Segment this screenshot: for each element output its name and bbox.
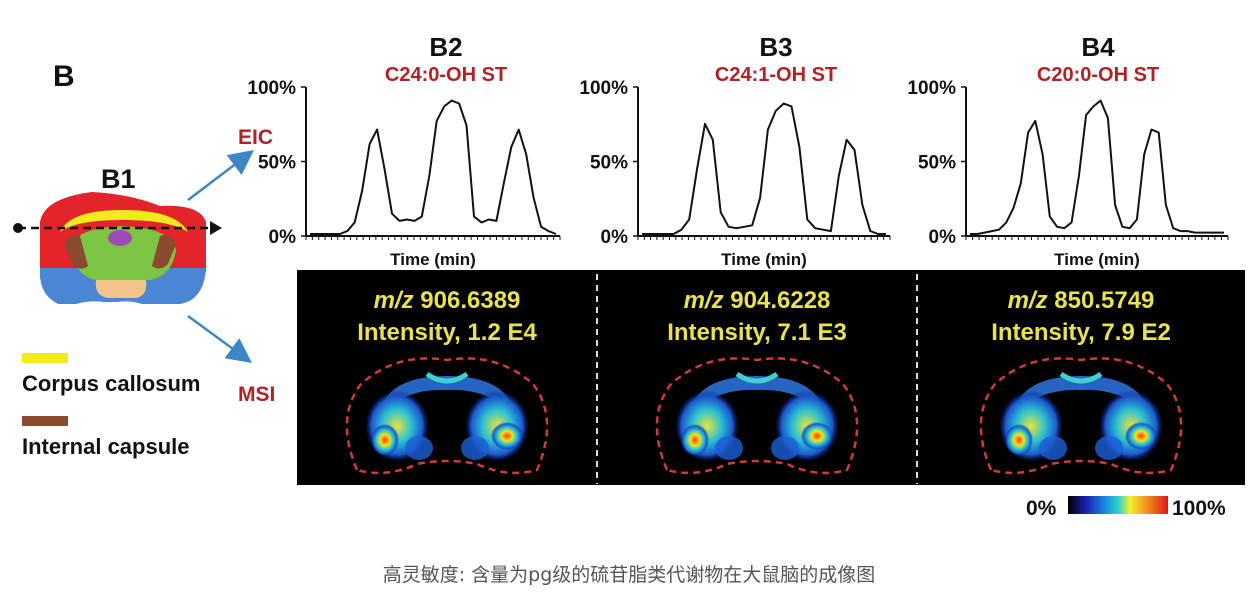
legend-swatch-corpus-callosum: [22, 353, 68, 363]
compound-name: C24:0-OH ST: [385, 64, 507, 86]
colorbar: [1068, 496, 1168, 514]
figure-caption: 高灵敏度: 含量为pg级的硫苷脂类代谢物在大鼠脑的成像图: [0, 560, 1258, 587]
compound-name: C24:1-OH ST: [715, 64, 837, 86]
y-tick-label: 0%: [929, 227, 957, 248]
right-capsule-signal: [1095, 436, 1123, 460]
y-tick-label: 100%: [247, 78, 296, 99]
eic-arrow: [187, 149, 254, 201]
colorbar-max-label: 100%: [1172, 497, 1226, 520]
mz-value: 850.5749: [1054, 287, 1154, 314]
x-axis-label: Time (min): [390, 250, 476, 269]
legend-swatch-internal-capsule: [22, 416, 68, 426]
mz-label: m/z 904.6228: [684, 287, 831, 314]
x-axis-label: Time (min): [1054, 250, 1140, 269]
y-tick-label: 0%: [601, 227, 629, 248]
brain-schematic: [13, 192, 222, 304]
right-capsule-signal: [461, 436, 489, 460]
panel-label: B2: [429, 32, 462, 62]
mz-value: 904.6228: [730, 287, 830, 314]
mz-prefix: m/z: [1008, 287, 1055, 314]
right-hotspot: [1125, 422, 1157, 450]
caption-text: 高灵敏度: 含量为pg级的硫苷脂类代谢物在大鼠脑的成像图: [382, 564, 876, 586]
corpus-callosum-signal: [379, 376, 515, 414]
y-tick-label: 100%: [907, 78, 956, 99]
mz-value: 906.6389: [420, 287, 520, 314]
brain-outline: [655, 357, 859, 475]
left-hotspot: [1005, 424, 1033, 456]
mz-label: m/z 850.5749: [1008, 287, 1155, 314]
b1-label: B1: [101, 164, 136, 194]
right-hotspot: [801, 422, 833, 450]
left-capsule-signal: [715, 436, 743, 460]
panel-label: B3: [759, 32, 792, 62]
mz-prefix: m/z: [684, 287, 731, 314]
right-capsule-signal: [771, 436, 799, 460]
y-tick-label: 100%: [579, 78, 628, 99]
panel-letter: B: [53, 60, 75, 93]
corpus-callosum-signal: [1013, 376, 1149, 414]
intensity-label: Intensity, 7.9 E2: [991, 319, 1171, 346]
midline-signal: [735, 371, 779, 384]
mz-label: m/z 906.6389: [374, 287, 521, 314]
corpus-callosum-signal: [689, 376, 825, 414]
right-hotspot: [491, 422, 523, 450]
intensity-label: Intensity, 1.2 E4: [357, 319, 537, 346]
chromatogram-line: [642, 102, 886, 235]
brain-outline: [345, 357, 549, 475]
left-capsule-signal: [1039, 436, 1067, 460]
colorbar-min-label: 0%: [1026, 497, 1057, 520]
eic-label: EIC: [238, 126, 273, 149]
y-tick-label: 50%: [918, 153, 956, 174]
compound-name: C20:0-OH ST: [1037, 64, 1159, 86]
chromatogram-line: [310, 99, 557, 235]
msi-label: MSI: [238, 383, 275, 406]
legend-label-corpus-callosum: Corpus callosum: [22, 371, 200, 396]
left-capsule-signal: [405, 436, 433, 460]
midline-signal: [425, 371, 469, 384]
mz-prefix: m/z: [374, 287, 421, 314]
left-hotspot: [681, 424, 709, 456]
intensity-label: Intensity, 7.1 E3: [667, 319, 847, 346]
y-tick-label: 50%: [590, 153, 628, 174]
y-tick-label: 50%: [258, 153, 296, 174]
msi-arrow: [187, 314, 253, 363]
legend-label-internal-capsule: Internal capsule: [22, 434, 190, 459]
brain-outline: [979, 357, 1183, 475]
chromatogram-line: [970, 99, 1224, 235]
x-axis-label: Time (min): [721, 250, 807, 269]
left-hotspot: [371, 424, 399, 456]
panel-label: B4: [1081, 32, 1115, 62]
midline-signal: [1059, 371, 1103, 384]
y-tick-label: 0%: [269, 227, 297, 248]
